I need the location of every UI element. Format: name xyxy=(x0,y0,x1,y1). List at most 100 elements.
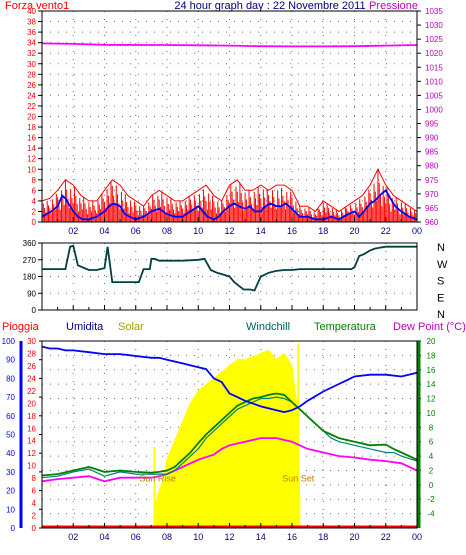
y-tick-label-direction: 180 xyxy=(23,273,37,282)
y-tick-label-wind: 24 xyxy=(27,91,36,100)
y-tick-label-wind: 4 xyxy=(32,197,37,206)
temperature-line xyxy=(41,392,418,477)
y-tick-label-rain: 18 xyxy=(27,412,36,421)
wind-direction-line xyxy=(42,244,417,292)
x-tick-label: 20 xyxy=(349,226,359,236)
y-tick-label-rain: 24 xyxy=(27,374,36,383)
y-tick-label-temperature: 0 xyxy=(429,481,434,490)
y-tick-label-pressure: 1035 xyxy=(425,7,443,16)
y-tick-label-wind: 22 xyxy=(27,102,36,111)
y-tick-label-pressure: 1010 xyxy=(425,77,443,86)
y-tick-label-pressure: 980 xyxy=(425,162,439,171)
y-tick-label-wind: 6 xyxy=(32,186,37,195)
y-tick-label-pressure: 970 xyxy=(425,190,439,199)
grid-chart-2 xyxy=(42,243,417,310)
y-tick-label-wind: 16 xyxy=(27,134,36,143)
x-tick-label: 00 xyxy=(412,226,422,236)
y-tick-label-pressure: 1025 xyxy=(425,35,443,44)
y-tick-label-wind: 40 xyxy=(27,7,36,16)
y-tick-label-pressure: 995 xyxy=(425,120,439,129)
chart-title: 24 hour graph day : 22 Novembre 2011 xyxy=(174,0,365,12)
y-tick-label-temperature: 18 xyxy=(427,351,436,360)
x-tick-label: 22 xyxy=(381,226,391,236)
compass-label: N xyxy=(437,242,445,254)
y-tick-label-rain: 30 xyxy=(27,337,36,346)
wind-gust-envelope xyxy=(41,168,418,213)
y-tick-label-humidity: 50 xyxy=(6,431,15,440)
y-tick-label-rain: 0 xyxy=(32,524,37,533)
x-tick-label: 18 xyxy=(318,532,328,542)
y-tick-label-humidity: 10 xyxy=(6,505,15,514)
y-tick-label-wind: 36 xyxy=(27,28,36,37)
y-tick-label-temperature: 12 xyxy=(427,395,436,404)
y-tick-label-pressure: 985 xyxy=(425,148,439,157)
wind-average-line xyxy=(41,188,418,221)
y-tick-label-direction: 90 xyxy=(27,289,36,298)
y-tick-label-wind: 8 xyxy=(32,176,37,185)
y-tick-label-wind: 0 xyxy=(32,218,37,227)
rain-label: Pioggia xyxy=(2,321,40,333)
sun-annotation: Sun Rise xyxy=(139,473,176,483)
y-tick-label-temperature: 2 xyxy=(429,466,434,475)
wind-force-label: Forza vento1 xyxy=(5,0,69,12)
windchill-line xyxy=(41,396,418,479)
sun-annotation: Sun Set xyxy=(282,473,315,483)
x-tick-label: 08 xyxy=(162,226,172,236)
y-tick-label-rain: 6 xyxy=(32,487,37,496)
y-tick-label-rain: 16 xyxy=(27,424,36,433)
y-tick-label-rain: 8 xyxy=(32,474,37,483)
compass-label: N xyxy=(437,309,445,321)
y-tick-label-direction: 270 xyxy=(23,256,37,265)
y-tick-label-rain: 22 xyxy=(27,387,36,396)
y-tick-label-temperature: 4 xyxy=(429,452,434,461)
grid-chart-1 xyxy=(42,11,417,222)
x-tick-label: 12 xyxy=(224,226,234,236)
y-tick-label-humidity: 30 xyxy=(6,468,15,477)
y-tick-label-pressure: 960 xyxy=(425,218,439,227)
y-tick-label-wind: 18 xyxy=(27,123,36,132)
solar-label: Solar xyxy=(118,321,144,333)
y-tick-label-wind: 20 xyxy=(27,113,36,122)
y-tick-label-humidity: 100 xyxy=(2,337,16,346)
y-tick-label-temperature: 16 xyxy=(427,366,436,375)
y-tick-label-wind: 26 xyxy=(27,81,36,90)
y-tick-label-wind: 28 xyxy=(27,70,36,79)
y-tick-label-rain: 14 xyxy=(27,437,36,446)
x-tick-label: 06 xyxy=(131,226,141,236)
x-tick-label: 02 xyxy=(68,532,78,542)
y-tick-label-wind: 10 xyxy=(27,165,36,174)
compass-label: E xyxy=(437,292,444,304)
y-tick-label-rain: 20 xyxy=(27,399,36,408)
y-tick-label-wind: 30 xyxy=(27,60,36,69)
y-tick-label-rain: 10 xyxy=(27,462,36,471)
humidity-label: Umidita xyxy=(66,321,104,333)
y-tick-label-temperature: 8 xyxy=(429,423,434,432)
x-tick-label: 06 xyxy=(131,532,141,542)
y-tick-label-rain: 12 xyxy=(27,449,36,458)
wind-gust-series xyxy=(41,169,417,222)
y-tick-label-pressure: 1000 xyxy=(425,105,443,114)
y-tick-label-direction: 0 xyxy=(32,306,37,315)
y-tick-label-humidity: 70 xyxy=(6,393,15,402)
y-tick-label-humidity: 60 xyxy=(6,412,15,421)
y-tick-label-rain: 26 xyxy=(27,362,36,371)
compass-label: S xyxy=(437,276,444,288)
x-tick-label: 04 xyxy=(99,532,109,542)
y-tick-label-wind: 32 xyxy=(27,49,36,58)
x-tick-label: 10 xyxy=(193,532,203,542)
y-tick-label-humidity: 40 xyxy=(6,449,15,458)
y-tick-label-pressure: 975 xyxy=(425,176,439,185)
y-tick-label-pressure: 1015 xyxy=(425,63,443,72)
windchill-label: Windchill xyxy=(246,321,290,333)
pressure-label: Pressione xyxy=(369,0,418,12)
y-tick-label-rain: 28 xyxy=(27,349,36,358)
x-tick-label: 08 xyxy=(162,532,172,542)
solar-area xyxy=(155,349,301,529)
y-tick-label-wind: 14 xyxy=(27,144,36,153)
x-tick-label: 10 xyxy=(193,226,203,236)
temperature-label: Temperatura xyxy=(314,321,377,333)
humidity-line xyxy=(41,345,418,414)
x-tick-label: 02 xyxy=(68,226,78,236)
y-tick-label-rain: 2 xyxy=(32,512,37,521)
